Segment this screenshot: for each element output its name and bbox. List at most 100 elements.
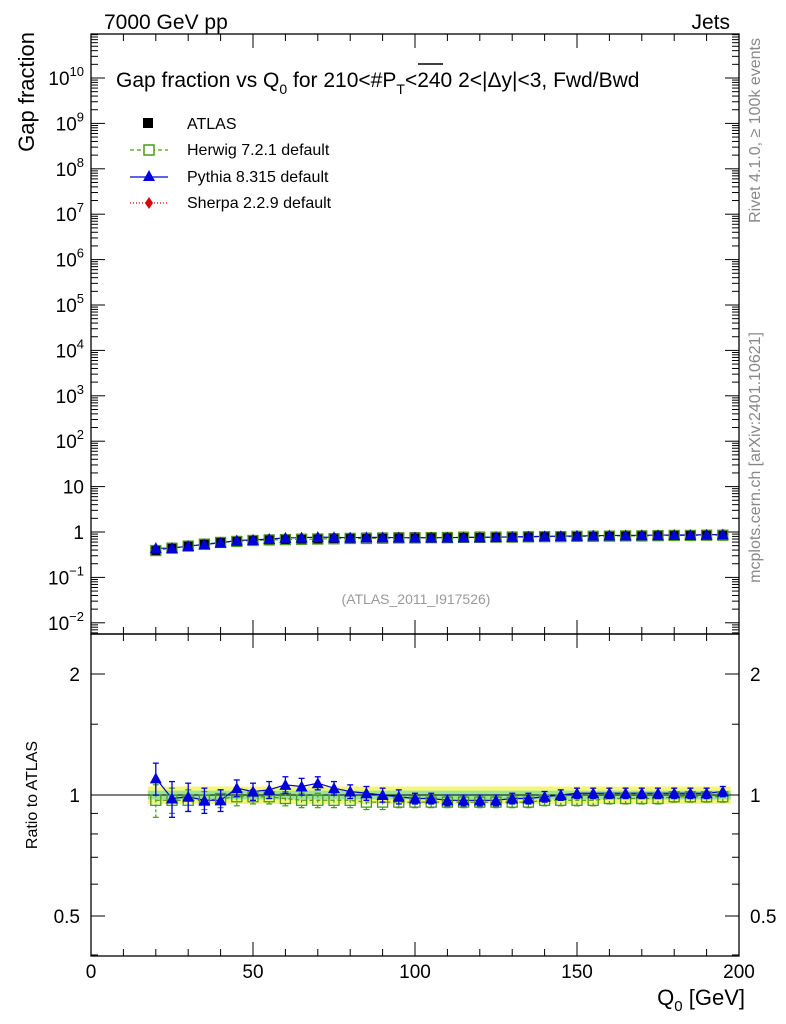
ratio-pythia-point	[571, 787, 583, 799]
main-y-tick-label: 10−2	[48, 609, 84, 635]
main-y-tick-label: 107	[56, 200, 84, 226]
pythia-point	[522, 530, 535, 542]
ratio-y-tick-label-right: 2	[750, 665, 761, 686]
pythia-point	[328, 531, 340, 543]
pythia-point	[473, 531, 486, 543]
pythia-point	[603, 529, 616, 541]
legend-entry-atlas: ATLAS	[143, 116, 237, 133]
ratio-pythia-point	[328, 782, 340, 794]
ratio-y-tick-label: 2	[69, 665, 80, 686]
pythia-point	[230, 534, 243, 546]
pythia-point	[376, 531, 389, 543]
ratio-pythia-point	[214, 794, 227, 806]
main-y-tick-label-base: 10	[48, 614, 69, 635]
ratio-pythia-point	[230, 782, 243, 794]
ratio-pythia-point	[506, 792, 519, 804]
main-y-tick-label-exponent: 9	[77, 109, 84, 124]
main-y-tick-label: 105	[56, 291, 84, 317]
main-y-axis-title: Gap fraction	[14, 32, 39, 152]
main-y-tick-label-exponent: 7	[77, 200, 84, 215]
ratio-pythia-point	[263, 783, 276, 795]
pythia-point	[425, 531, 438, 543]
main-y-tick-label-base: 10	[56, 205, 77, 226]
main-y-tick-label-base: 10	[56, 251, 77, 272]
plot-title-prefix: Gap fraction vs Q	[116, 69, 279, 92]
main-panel: 101010910810710610510410310210110−110−2 …	[14, 32, 740, 635]
main-y-tick-label: 10	[63, 478, 84, 499]
main-y-tick-label: 108	[56, 155, 84, 181]
ratio-herwig-point	[312, 794, 324, 806]
main-y-tick-label-base: 10	[48, 568, 69, 589]
ratio-pythia-point	[587, 787, 600, 799]
main-y-tick-label-base: 10	[56, 296, 77, 317]
ratio-x-axis: 0 50 100 150 200	[86, 634, 755, 983]
ratio-pythia-point	[409, 792, 421, 804]
pythia-point	[214, 536, 227, 548]
ratio-x-tick-label: 0	[86, 962, 97, 983]
ratio-pythia-point	[376, 789, 389, 800]
pythia-point	[360, 531, 373, 543]
ratio-pythia-point	[522, 792, 535, 804]
ratio-y-tick-label-right: 0.5	[750, 907, 776, 928]
legend-label-herwig: Herwig 7.2.1 default	[187, 142, 330, 159]
pythia-point	[263, 533, 276, 545]
ratio-data-series	[149, 762, 729, 818]
header-energy-label: 7000 GeV pp	[104, 11, 228, 34]
ratio-pythia-point	[360, 787, 373, 799]
main-y-tick-label-exponent: 4	[77, 336, 84, 351]
main-y-tick-label-base: 10	[48, 69, 69, 90]
pythia-point	[311, 531, 324, 543]
ratio-pythia-point	[619, 787, 632, 799]
ratio-pythia-point	[311, 777, 324, 789]
main-y-tick-label: 106	[56, 246, 84, 272]
legend-marker-sherpa	[145, 197, 153, 209]
mcplots-source-label: mcplots.cern.ch [arXiv:2401.10621]	[747, 332, 764, 583]
ratio-x-tick-label: 200	[723, 962, 755, 983]
ratio-pythia-point	[279, 778, 292, 790]
pythia-point	[587, 529, 600, 541]
ratio-pythia-point	[652, 787, 664, 799]
main-y-tick-label: 104	[56, 336, 84, 362]
plot-title-sub: 0	[279, 81, 287, 97]
legend-label-pythia: Pythia 8.315 default	[187, 169, 329, 186]
legend-marker-pythia	[143, 170, 155, 181]
main-y-tick-label-base: 10	[56, 432, 77, 453]
main-x-ticks	[90, 34, 740, 634]
main-y-tick-label: 102	[56, 427, 84, 453]
main-y-tick-label-base: 10	[56, 341, 77, 362]
pythia-point	[149, 542, 162, 554]
pythia-point	[635, 529, 648, 541]
x-axis-title-unit: [GeV]	[683, 985, 745, 1010]
main-data-series	[149, 528, 729, 557]
ratio-pythia-point	[635, 787, 648, 799]
pythia-point	[684, 528, 697, 540]
main-y-tick-label-exponent: 10	[70, 64, 84, 79]
main-y-tick-label-exponent: 2	[77, 427, 84, 442]
ratio-y-tick-label-right: 1	[750, 786, 761, 807]
ratio-pythia-point	[247, 785, 259, 797]
ratio-x-tick-label: 100	[399, 962, 431, 983]
main-y-tick-label: 1	[73, 523, 84, 544]
main-y-tick-label-exponent: 6	[77, 246, 84, 261]
ratio-pythia-point	[684, 787, 697, 799]
plot-title-mid: for 210<#	[287, 69, 382, 92]
main-y-tick-label-exponent: −2	[69, 609, 84, 624]
ratio-y-axis: 2 2 1 1 0.5 0.5	[54, 665, 776, 956]
ratio-x-tick-label: 150	[561, 962, 593, 983]
pythia-point	[166, 542, 178, 554]
pythia-point	[392, 531, 405, 543]
ratio-herwig-line	[155, 796, 723, 803]
ratio-pythia-point	[295, 780, 308, 792]
main-y-tick-label-base: 10	[56, 160, 77, 181]
legend-entry-pythia: Pythia 8.315 default	[130, 169, 329, 186]
ratio-pythia-point	[700, 787, 713, 799]
ratio-pythia-point	[198, 794, 211, 806]
pythia-point	[295, 531, 308, 543]
ratio-x-axis-title: Q0 [GeV]	[657, 985, 745, 1015]
pythia-point	[571, 529, 583, 541]
legend-entry-sherpa: Sherpa 2.2.9 default	[130, 195, 332, 212]
ratio-pythia-point	[668, 787, 681, 799]
pythia-point	[506, 530, 519, 542]
main-y-tick-label: 109	[56, 109, 84, 135]
pythia-point	[441, 531, 454, 543]
